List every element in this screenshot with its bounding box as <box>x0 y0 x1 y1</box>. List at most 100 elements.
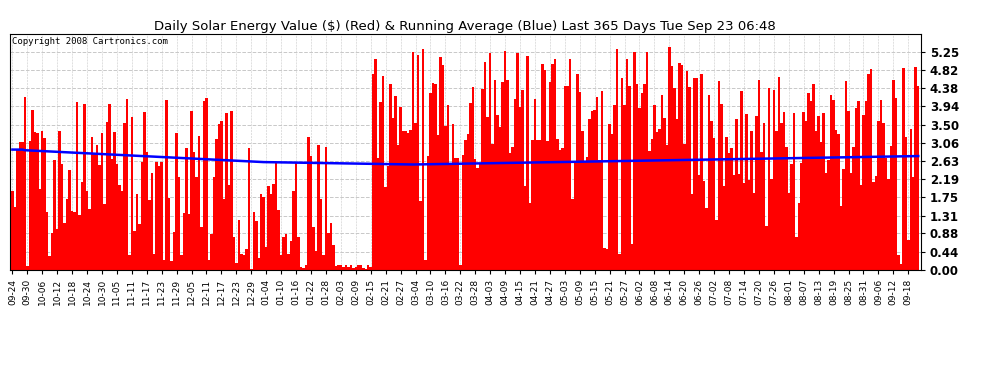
Bar <box>106 122 108 270</box>
Bar <box>285 234 287 270</box>
Bar <box>716 220 718 270</box>
Bar <box>624 105 626 270</box>
Bar <box>190 111 193 270</box>
Bar <box>330 224 333 270</box>
Bar <box>456 158 459 270</box>
Bar <box>449 163 451 270</box>
Bar <box>481 89 484 270</box>
Bar <box>838 134 840 270</box>
Bar <box>844 81 847 270</box>
Bar <box>419 201 422 270</box>
Bar <box>544 70 546 270</box>
Bar <box>539 140 542 270</box>
Bar <box>685 70 688 270</box>
Bar <box>905 137 907 270</box>
Bar <box>327 233 330 270</box>
Bar <box>509 153 512 270</box>
Bar <box>698 175 701 270</box>
Bar <box>173 232 175 270</box>
Bar <box>813 84 815 270</box>
Bar <box>573 162 576 270</box>
Bar <box>260 194 262 270</box>
Bar <box>255 221 257 270</box>
Bar <box>183 213 185 270</box>
Bar <box>128 255 131 270</box>
Bar <box>31 110 34 270</box>
Bar <box>673 88 675 270</box>
Bar <box>50 233 53 270</box>
Bar <box>246 249 248 270</box>
Bar <box>200 227 203 270</box>
Bar <box>185 148 188 270</box>
Bar <box>742 183 745 270</box>
Bar <box>626 59 629 270</box>
Bar <box>372 74 374 270</box>
Bar <box>198 136 200 270</box>
Bar <box>347 267 349 270</box>
Bar <box>512 147 514 270</box>
Bar <box>155 162 158 270</box>
Bar <box>387 166 389 270</box>
Bar <box>782 112 785 270</box>
Bar <box>150 172 153 270</box>
Bar <box>165 100 168 270</box>
Bar <box>798 203 800 270</box>
Bar <box>752 193 755 270</box>
Bar <box>14 207 16 270</box>
Bar <box>46 212 49 270</box>
Bar <box>435 84 437 270</box>
Bar <box>340 265 343 270</box>
Bar <box>847 111 849 270</box>
Bar <box>688 87 690 270</box>
Bar <box>153 254 155 270</box>
Bar <box>517 54 519 270</box>
Bar <box>21 142 24 270</box>
Bar <box>650 139 653 270</box>
Bar <box>733 176 736 270</box>
Bar <box>205 98 208 270</box>
Bar <box>563 86 566 270</box>
Bar <box>215 139 218 270</box>
Bar <box>504 51 506 270</box>
Bar <box>653 105 655 270</box>
Bar <box>98 165 101 270</box>
Bar <box>230 111 233 270</box>
Bar <box>111 159 113 270</box>
Bar <box>760 152 762 270</box>
Bar <box>203 101 205 270</box>
Bar <box>780 123 782 270</box>
Bar <box>823 113 825 270</box>
Bar <box>486 117 489 270</box>
Bar <box>556 139 558 270</box>
Bar <box>777 77 780 270</box>
Bar <box>379 102 382 270</box>
Bar <box>36 132 39 270</box>
Bar <box>532 140 534 270</box>
Bar <box>233 237 235 270</box>
Bar <box>225 113 228 270</box>
Bar <box>706 208 708 270</box>
Bar <box>910 129 912 270</box>
Bar <box>81 182 83 270</box>
Bar <box>29 141 31 270</box>
Bar <box>175 133 178 270</box>
Text: Copyright 2008 Cartronics.com: Copyright 2008 Cartronics.com <box>12 37 167 46</box>
Bar <box>241 254 243 270</box>
Bar <box>645 52 648 270</box>
Bar <box>53 160 56 270</box>
Bar <box>402 130 404 270</box>
Bar <box>750 131 752 270</box>
Bar <box>83 104 86 270</box>
Bar <box>437 135 440 270</box>
Bar <box>148 200 150 270</box>
Bar <box>195 177 198 270</box>
Bar <box>170 261 173 270</box>
Bar <box>250 269 252 270</box>
Bar <box>887 179 890 270</box>
Bar <box>180 255 183 270</box>
Bar <box>634 52 636 270</box>
Bar <box>629 86 631 270</box>
Bar <box>655 132 658 270</box>
Bar <box>869 69 872 270</box>
Bar <box>745 114 747 270</box>
